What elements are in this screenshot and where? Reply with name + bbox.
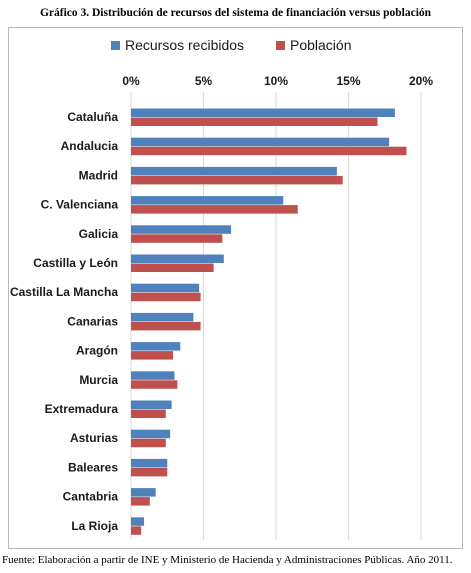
x-tick-label: 20% <box>409 74 433 88</box>
bar <box>131 108 395 117</box>
bar <box>131 117 378 126</box>
bar <box>131 429 171 439</box>
x-tick-label: 0% <box>122 74 140 88</box>
category-label: Asturias <box>70 431 118 445</box>
bar <box>131 351 174 360</box>
category-labels: Cataluña Andalucia Madrid C. Valenciana Gali… <box>10 110 118 533</box>
category-label: Extremadura <box>45 402 119 416</box>
bar <box>131 467 168 477</box>
bar <box>131 312 194 322</box>
bar <box>131 321 201 331</box>
bar <box>131 137 390 147</box>
source-note: Fuente: Elaboración a partir de INE y Mi… <box>2 554 453 566</box>
category-label: Castilla y León <box>33 256 118 270</box>
legend-label: Población <box>290 37 352 53</box>
bar <box>131 283 200 293</box>
category-label: Cataluña <box>67 110 118 124</box>
bar <box>131 517 145 526</box>
category-label: C. Valenciana <box>41 198 119 212</box>
bar <box>131 225 232 234</box>
category-label: Andalucia <box>61 139 119 153</box>
category-label: Madrid <box>79 168 118 182</box>
bar <box>131 254 224 263</box>
bar <box>131 409 166 418</box>
category-label: Murcia <box>79 373 118 387</box>
chart-frame <box>8 27 463 549</box>
bar <box>131 380 178 389</box>
bar <box>131 488 156 497</box>
bar <box>131 175 343 185</box>
legend-swatch <box>111 41 120 50</box>
bar <box>131 400 172 409</box>
bar <box>131 196 284 205</box>
bar <box>131 146 407 156</box>
bar <box>131 234 223 243</box>
bar <box>131 526 142 535</box>
category-label: Castilla La Mancha <box>10 285 118 299</box>
legend-swatch <box>276 41 285 50</box>
bar <box>131 458 168 468</box>
x-tick-label: 15% <box>336 74 360 88</box>
x-axis-ticks: 0% 5% 10% 15% 20% <box>122 74 433 88</box>
bar <box>131 263 214 272</box>
x-tick-label: 10% <box>264 74 288 88</box>
category-label: La Rioja <box>71 519 118 533</box>
bar <box>131 166 337 176</box>
legend: Recursos recibidos Población <box>111 37 352 53</box>
bar <box>131 438 166 448</box>
x-tick-label: 5% <box>195 74 213 88</box>
category-label: Canarias <box>67 314 118 328</box>
category-label: Baleares <box>68 460 118 474</box>
bar <box>131 205 298 214</box>
bar <box>131 497 150 506</box>
category-label: Galicia <box>79 227 119 241</box>
category-label: Cantabria <box>63 490 119 504</box>
chart-title: Gráfico 3. Distribución de recursos del … <box>39 7 432 19</box>
bar <box>131 342 181 351</box>
bars <box>131 108 407 535</box>
bar <box>131 371 175 380</box>
bar <box>131 292 201 302</box>
legend-label: Recursos recibidos <box>125 37 244 53</box>
category-label: Aragón <box>76 344 118 358</box>
